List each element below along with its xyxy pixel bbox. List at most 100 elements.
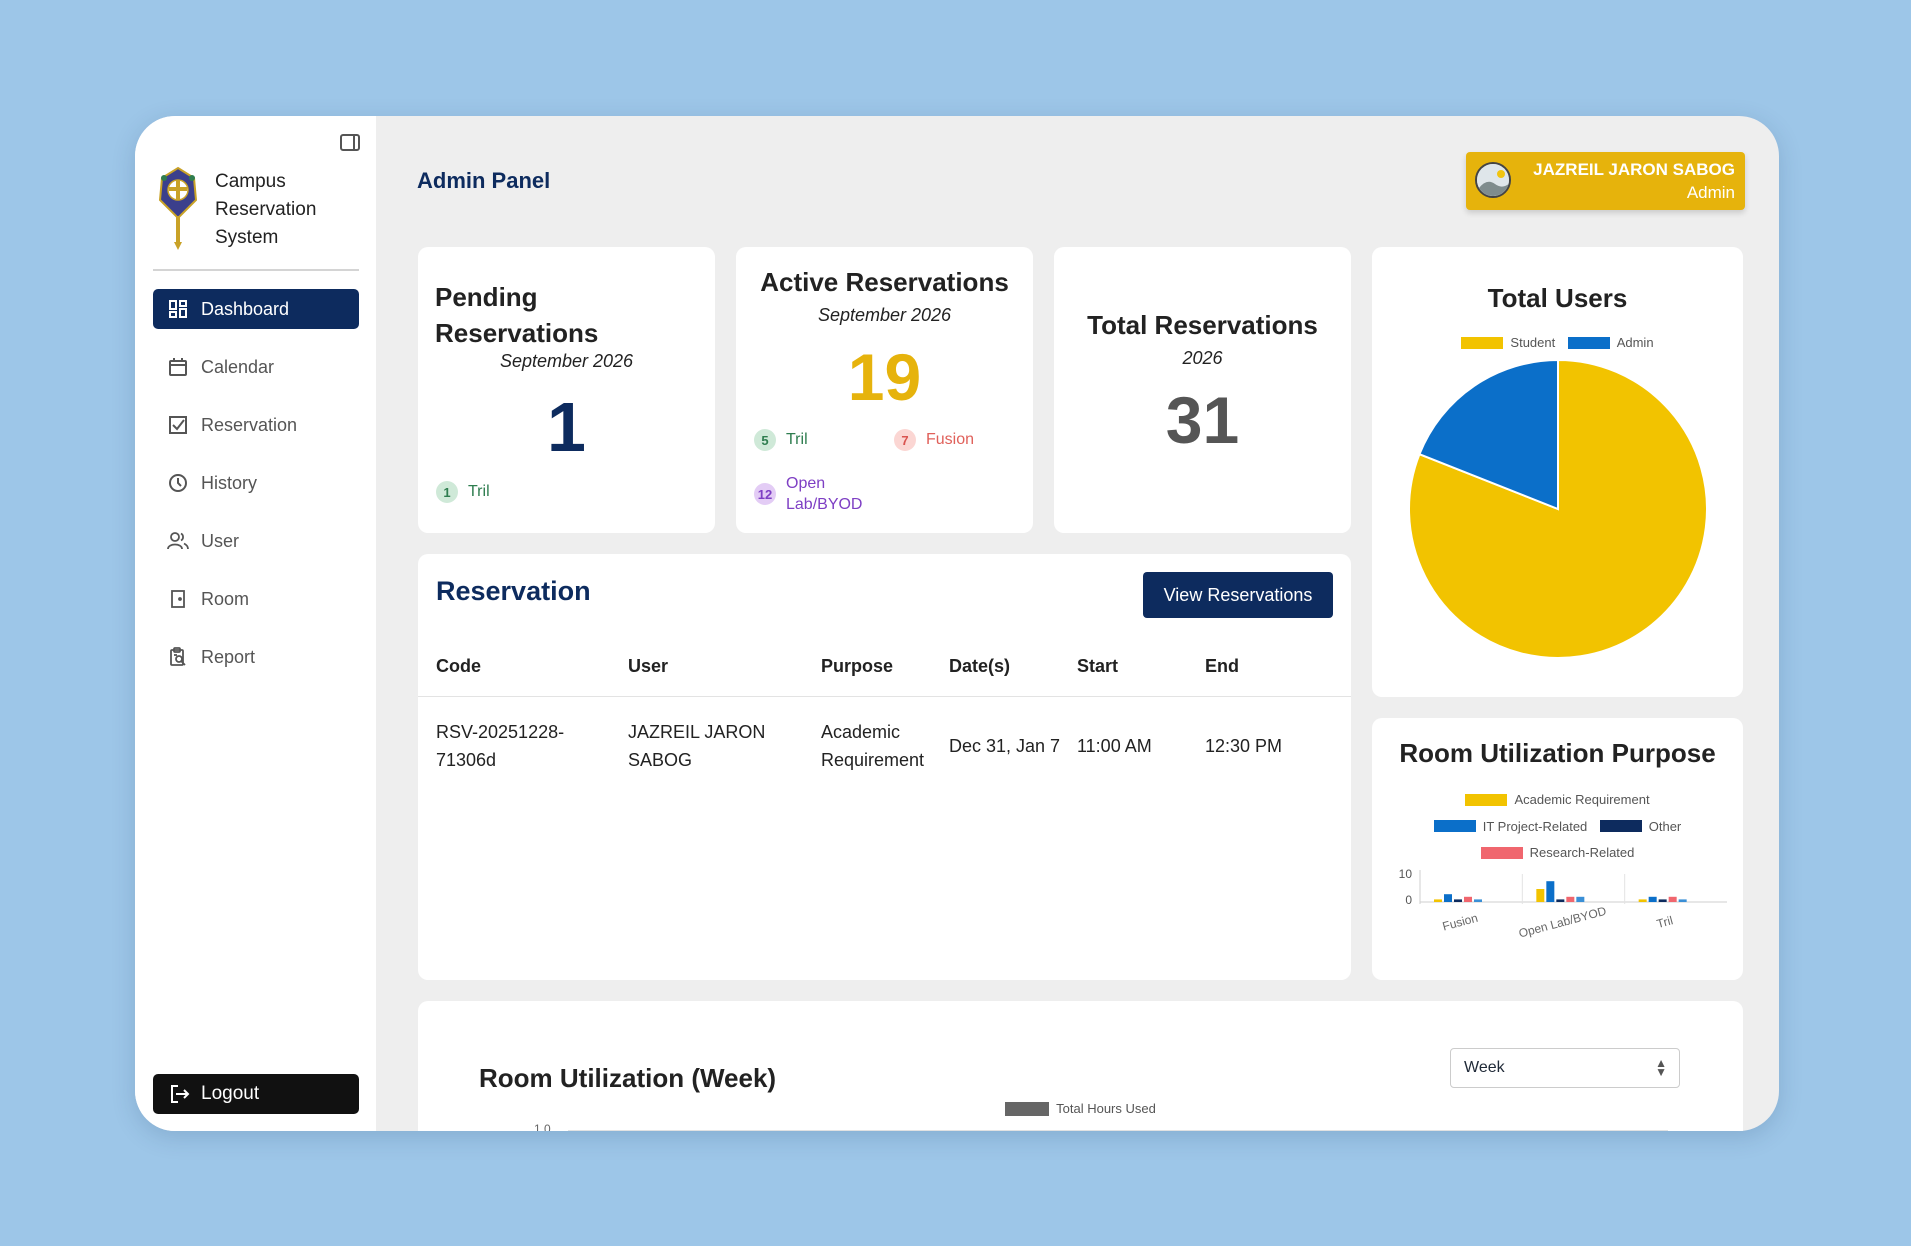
bar[interactable] <box>1556 899 1565 902</box>
column-header: Purpose <box>821 656 894 676</box>
sidebar-item-report[interactable]: Report <box>153 637 359 677</box>
total-users-card: Total Users Student Admin <box>1372 247 1743 697</box>
legend-label: Academic Requirement <box>1514 792 1650 807</box>
chart-legend: Academic Requirement IT Project-Related … <box>1372 787 1743 867</box>
legend-item-student[interactable]: Student <box>1461 335 1555 350</box>
pending-reservations-card: Pending Reservations September 2026 1 1 … <box>418 247 715 533</box>
pending-value: 1 <box>547 388 586 466</box>
sidebar-divider <box>153 269 359 271</box>
period-select[interactable]: Week ▲ ▼ <box>1450 1048 1680 1088</box>
bar[interactable] <box>1474 899 1482 902</box>
chevron-updown-icon: ▲ ▼ <box>1655 1056 1667 1079</box>
chart-title: Room Utilization (Week) <box>479 1063 777 1093</box>
cell-user: JAZREIL JARON SABOG <box>628 722 766 770</box>
bar[interactable] <box>1454 899 1462 902</box>
sidebar-item-label: User <box>201 530 240 551</box>
legend-label: Admin <box>1616 335 1654 350</box>
cell-end: 12:30 PM <box>1205 736 1283 756</box>
bar[interactable] <box>1648 896 1657 902</box>
legend-item-it-project[interactable]: IT Project-Related <box>1433 814 1588 839</box>
view-reservations-button[interactable]: View Reservations <box>1143 572 1333 618</box>
checkbox-icon <box>167 414 189 436</box>
legend-swatch <box>1599 820 1642 832</box>
legend-label: Research-Related <box>1529 845 1635 860</box>
pending-subtitle: September 2026 <box>499 351 634 371</box>
active-subtitle: September 2026 <box>817 305 952 325</box>
cell-purpose: Academic Requirement <box>821 722 925 770</box>
sidebar-item-dashboard[interactable]: Dashboard <box>153 289 359 329</box>
bar[interactable] <box>1678 899 1687 902</box>
chart-title: Total Users <box>1487 283 1628 313</box>
legend-swatch <box>1433 820 1476 832</box>
app-window: Campus Reservation System Dashboard Cale… <box>135 116 1779 1131</box>
legend-label: Student <box>1510 335 1556 350</box>
sidebar-item-history[interactable]: History <box>153 463 359 503</box>
sidebar-item-room[interactable]: Room <box>153 579 359 619</box>
bar[interactable] <box>1576 896 1585 902</box>
sidebar-item-user[interactable]: User <box>153 521 359 561</box>
bar[interactable] <box>1638 899 1647 902</box>
bar[interactable] <box>1536 889 1545 902</box>
cell-code: RSV-20251228-71306d <box>436 722 565 770</box>
total-reservations-card: Total Reservations 2026 31 <box>1054 247 1351 533</box>
calendar-icon <box>167 356 189 378</box>
chart-title: Room Utilization Purpose <box>1399 738 1716 768</box>
sidebar-item-label: Room <box>201 588 250 609</box>
logout-button[interactable]: Logout <box>153 1074 359 1114</box>
legend-swatch <box>1567 336 1610 349</box>
room-utilization-purpose-card: Room Utilization Purpose Academic Requir… <box>1372 718 1743 980</box>
legend-label: Total Hours Used <box>1056 1101 1156 1116</box>
legend-swatch <box>1480 846 1523 859</box>
total-title: Total Reservations <box>1087 310 1318 340</box>
legend-item-other[interactable]: Other <box>1599 814 1681 839</box>
room-purpose-bar-chart: 10 0 Fusion Open Lab/BYOD Tril <box>1399 867 1727 941</box>
pie-slice-admin[interactable] <box>1418 358 1559 511</box>
bar[interactable] <box>1546 881 1555 902</box>
sidebar-item-label: Report <box>201 646 256 667</box>
legend-swatch <box>1465 793 1508 806</box>
legend-item-admin[interactable]: Admin <box>1567 335 1654 350</box>
sidebar-item-calendar[interactable]: Calendar <box>153 347 359 387</box>
count-badge: 1 <box>436 481 458 503</box>
column-header: End <box>1205 656 1239 676</box>
sidebar-item-reservation[interactable]: Reservation <box>153 405 359 445</box>
user-menu-button[interactable]: JAZREIL JARON SABOG Admin <box>1466 152 1745 210</box>
pending-chip-tril: 1 Tril <box>436 481 490 503</box>
cell-start: 11:00 AM <box>1077 736 1152 756</box>
university-seal-logo <box>158 166 198 250</box>
bar[interactable] <box>1434 899 1442 902</box>
legend-item-research[interactable]: Research-Related <box>1480 840 1635 865</box>
legend-item-academic[interactable]: Academic Requirement <box>1465 787 1650 812</box>
active-value: 19 <box>847 340 922 414</box>
bar[interactable] <box>1658 899 1667 902</box>
avatar <box>1475 162 1511 198</box>
y-tick-label: 1.0 <box>534 1122 551 1131</box>
bar[interactable] <box>1566 896 1575 902</box>
active-title: Active Reservations <box>760 267 1009 297</box>
active-chip-tril: 5 Tril <box>754 429 808 451</box>
logout-icon <box>169 1083 191 1105</box>
dashboard-icon <box>167 298 189 320</box>
x-tick-label: Tril <box>1655 913 1674 931</box>
column-header: Code <box>436 656 481 676</box>
legend-label: IT Project-Related <box>1482 818 1588 834</box>
room-label: Tril <box>786 431 808 448</box>
bar[interactable] <box>1444 894 1452 902</box>
gridline <box>568 1130 1668 1131</box>
chart-legend: Student Admin <box>1372 335 1743 354</box>
count-badge: 12 <box>754 483 776 505</box>
bar[interactable] <box>1464 896 1472 902</box>
legend-item-total-hours[interactable]: Total Hours Used <box>1005 1101 1156 1116</box>
column-header: Date(s) <box>949 656 1011 676</box>
table-divider <box>418 696 1351 697</box>
x-tick-label: Open Lab/BYOD <box>1517 904 1608 941</box>
reservation-table-card: Reservation View Reservations Code User … <box>418 554 1351 980</box>
user-name: JAZREIL JARON SABOG <box>1533 160 1735 179</box>
sidebar-nav: Dashboard Calendar Reservation History <box>153 289 359 695</box>
sidebar-toggle-icon[interactable] <box>340 134 360 151</box>
select-value: Week <box>1464 1059 1505 1076</box>
sidebar-item-label: Dashboard <box>201 298 290 319</box>
reservation-heading: Reservation <box>436 576 591 606</box>
bar[interactable] <box>1668 896 1677 902</box>
sidebar: Campus Reservation System Dashboard Cale… <box>135 116 376 1131</box>
